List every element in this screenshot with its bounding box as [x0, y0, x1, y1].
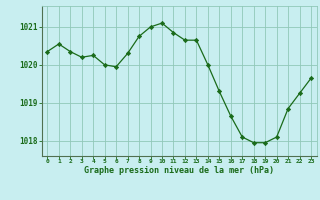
X-axis label: Graphe pression niveau de la mer (hPa): Graphe pression niveau de la mer (hPa)	[84, 166, 274, 175]
